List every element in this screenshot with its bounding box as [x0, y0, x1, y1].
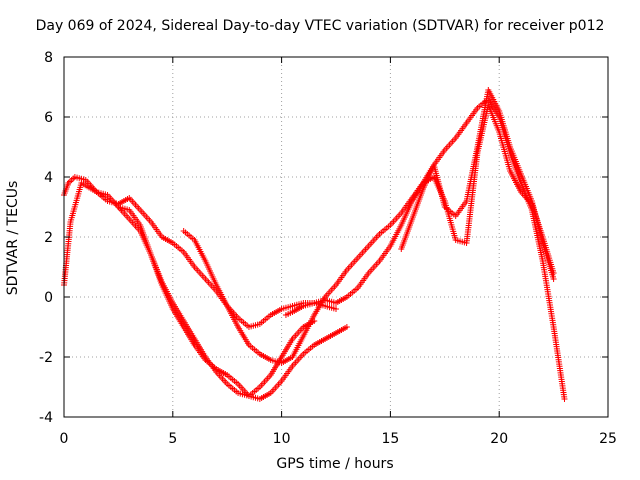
x-tick-label: 15: [381, 431, 399, 447]
x-tick-label: 20: [490, 431, 508, 447]
series-track-6: [398, 87, 557, 282]
x-tick-label: 25: [599, 431, 617, 447]
y-tick-label: 2: [44, 230, 53, 246]
data-point: [550, 276, 557, 282]
y-tick-label: 4: [44, 170, 53, 186]
x-tick-label: 0: [60, 431, 69, 447]
x-tick-label: 5: [168, 431, 177, 447]
y-tick-label: -2: [39, 350, 53, 366]
axis-ticks: 0 5 10 15 20 25 -4 -2 0 2 4 6 8: [39, 50, 617, 447]
chart-title: Day 069 of 2024, Sidereal Day-to-day VTE…: [35, 18, 605, 34]
data-point: [333, 306, 339, 312]
series-track-5: [282, 102, 557, 318]
series-track-1: [61, 174, 339, 330]
data-point: [343, 324, 350, 330]
x-axis-label: GPS time / hours: [276, 456, 394, 472]
y-tick-label: -4: [39, 410, 53, 426]
series-track-2: [61, 180, 318, 399]
y-tick-label: 0: [44, 290, 53, 306]
y-tick-label: 6: [44, 110, 53, 126]
data-point: [561, 396, 568, 402]
series-track-3: [115, 204, 350, 402]
x-tick-label: 10: [273, 431, 291, 447]
data-layer: [61, 87, 568, 402]
y-tick-label: 8: [44, 50, 53, 66]
